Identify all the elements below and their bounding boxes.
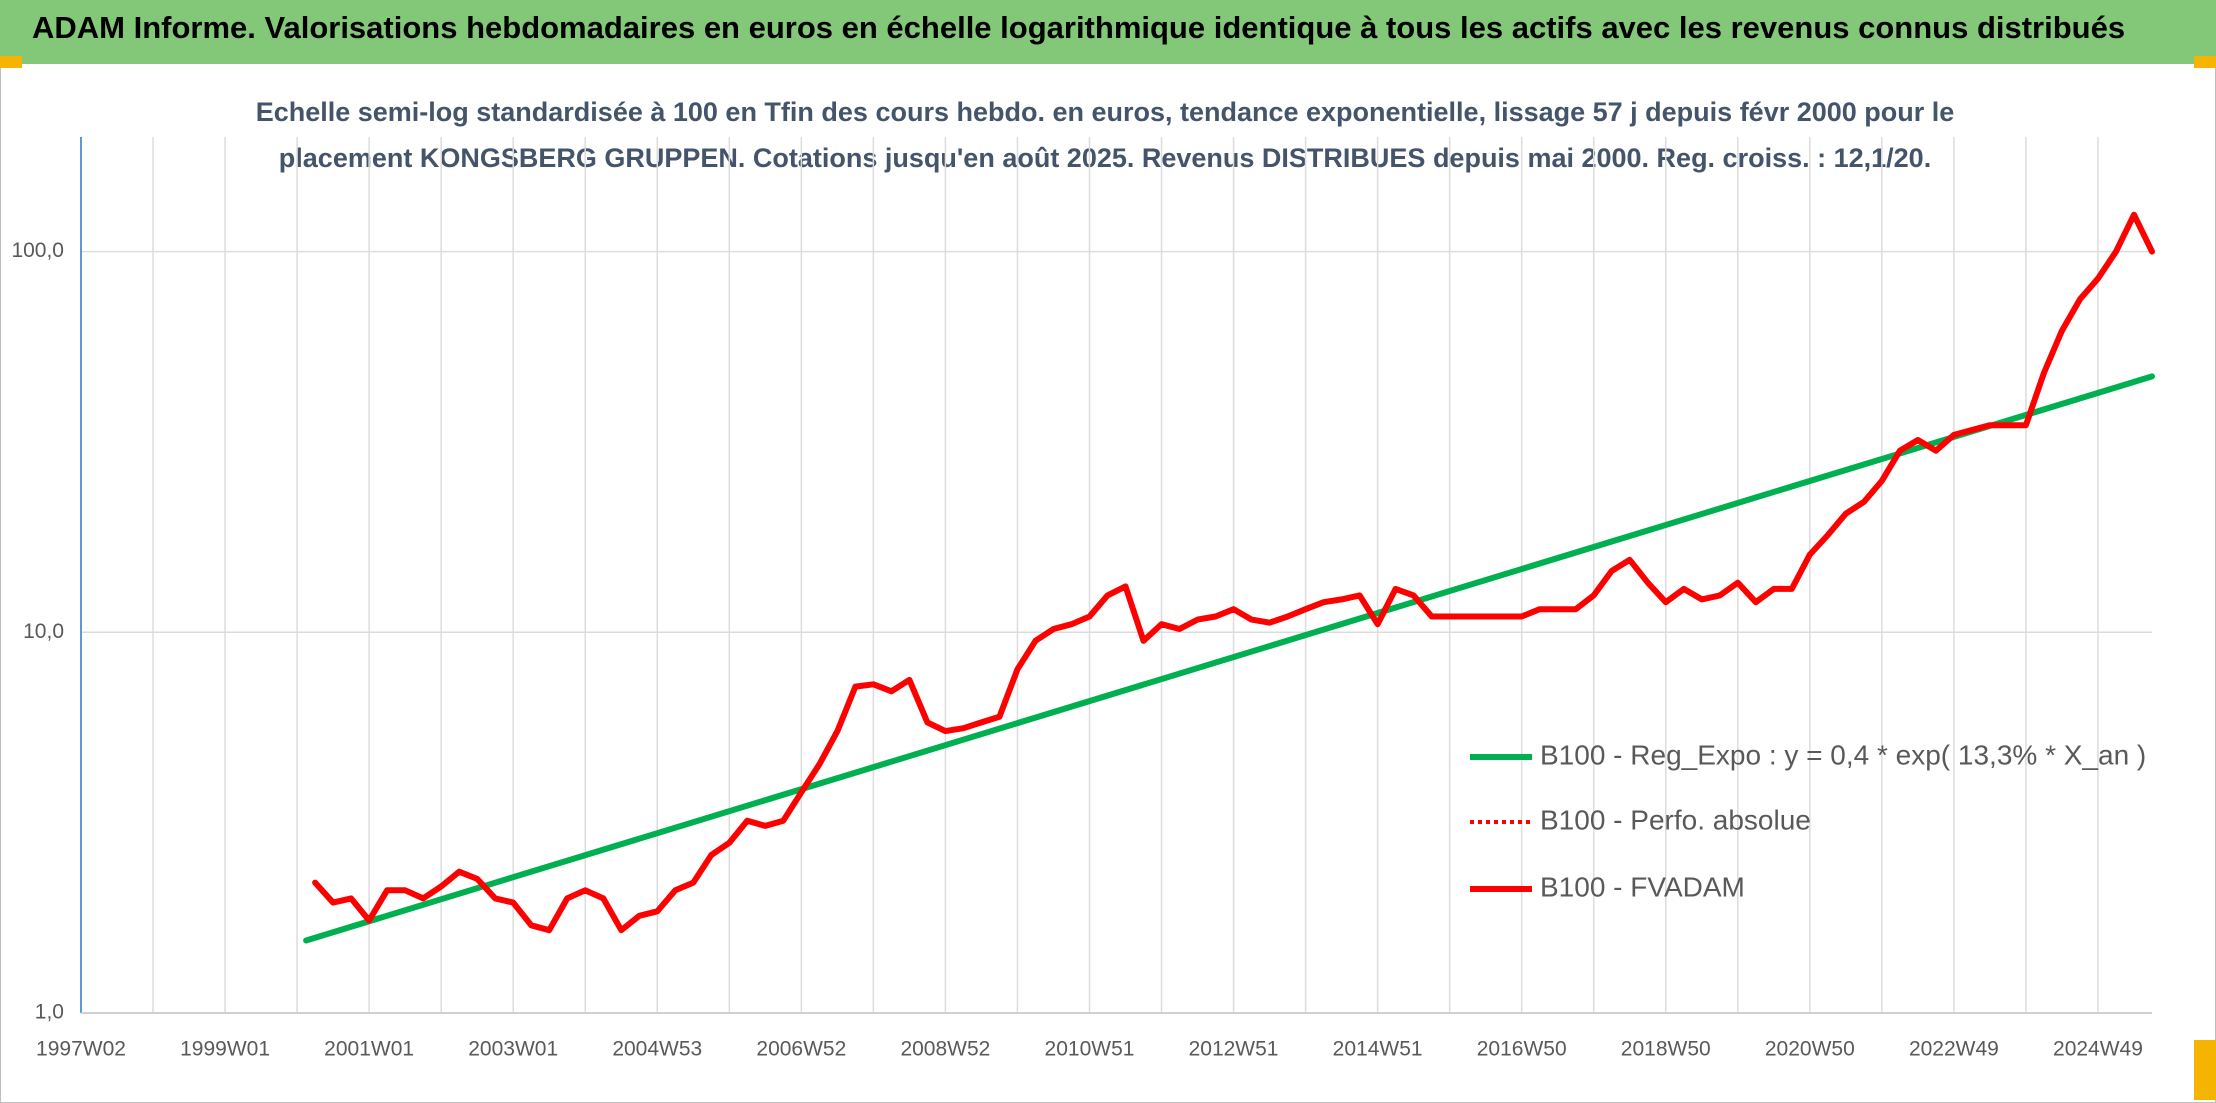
corner [2194,56,2216,68]
x-tick-label: 2003W01 [468,1038,558,1061]
subtitle: placement KONGSBERG GRUPPEN. Cotations j… [279,143,1931,173]
y-tick-label: 1,0 [35,1001,64,1024]
legend-label: B100 - Perfo. absolue [1540,804,1811,835]
x-tick-label: 2020W50 [1765,1038,1855,1061]
chart-title: ADAM Informe. Valorisations hebdomadaire… [32,10,2125,45]
x-tick-label: 2022W49 [1909,1038,1999,1061]
x-tick-label: 2001W01 [324,1038,414,1061]
x-tick-label: 2012W51 [1189,1038,1279,1061]
corner [2194,1040,2216,1100]
x-tick-label: 1999W01 [180,1038,270,1061]
title-bar [0,0,2216,64]
series-line [312,211,2155,934]
x-tick-label: 2016W50 [1477,1038,1567,1061]
y-tick-label: 100,0 [11,239,64,262]
x-tick-label: 2006W52 [756,1038,846,1061]
x-tick-label: 2010W51 [1045,1038,1135,1061]
x-tick-label: 2008W52 [900,1038,990,1061]
legend-label: B100 - FVADAM [1540,871,1745,902]
corner [0,56,22,68]
y-tick-label: 10,0 [23,620,64,643]
series-line [303,373,2155,944]
x-tick-label: 2018W50 [1621,1038,1711,1061]
legend-label: B100 - Reg_Expo : y = 0,4 * exp( 13,3% *… [1540,739,2146,770]
subtitle: Echelle semi-log standardisée à 100 en T… [256,97,1955,127]
x-tick-label: 2024W49 [2053,1038,2143,1061]
x-tick-label: 2004W53 [612,1038,702,1061]
x-tick-label: 1997W02 [36,1038,126,1061]
x-tick-label: 2014W51 [1333,1038,1423,1061]
